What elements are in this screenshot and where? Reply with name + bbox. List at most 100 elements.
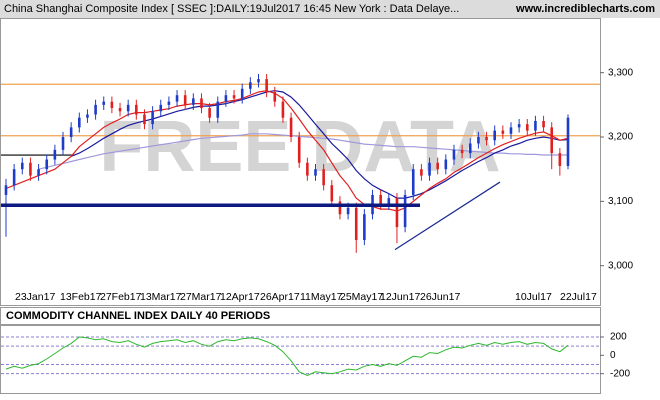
candle-body [501, 130, 505, 134]
candle-body [566, 117, 570, 166]
candle-body [224, 95, 228, 102]
candle-body [289, 117, 293, 138]
candle-body [485, 137, 488, 141]
x-tick-label: 13Mar17 [140, 291, 182, 303]
candle-body [403, 194, 407, 228]
y-tick-label: -200 [610, 368, 630, 379]
x-tick-label: 12Jun17 [380, 291, 420, 303]
x-tick-label: 26Jun17 [420, 291, 460, 303]
moving-average [70, 90, 569, 199]
candle-body [118, 108, 122, 112]
x-tick-label: 13Feb17 [60, 291, 102, 303]
candle-body [338, 201, 342, 215]
y-tick-label: 200 [610, 332, 627, 343]
candle-body [477, 137, 480, 144]
candle-body [509, 127, 513, 134]
candle-body [297, 137, 301, 163]
candle-body [493, 130, 496, 141]
candle-body [525, 124, 529, 131]
x-tick-label: 23Jan17 [15, 291, 55, 303]
candle-body [542, 120, 545, 128]
candle-body [78, 117, 81, 128]
candle-body [126, 104, 130, 112]
candle-body [257, 79, 260, 83]
trend-line [394, 181, 501, 251]
candle-body [265, 79, 268, 92]
candle-body [45, 159, 49, 170]
candle-body [20, 162, 24, 170]
candle-body [387, 198, 391, 205]
x-tick-label: 10Jul17 [515, 291, 552, 303]
candle-body [452, 149, 456, 160]
cci-header [0, 307, 601, 325]
candle-body [208, 108, 211, 118]
candle-body [151, 111, 154, 125]
y-tick-label: 3,300 [608, 67, 633, 78]
candle-body [110, 101, 114, 109]
candle-body [468, 143, 472, 154]
cci-line [5, 336, 569, 377]
candle-body [94, 104, 97, 115]
y-tick-label: 3,000 [608, 260, 633, 271]
x-tick-label: 22Jul17 [560, 291, 597, 303]
candle-body [558, 153, 562, 166]
header-bar [0, 0, 660, 18]
candle-body [200, 98, 203, 109]
cci-panel [0, 325, 601, 394]
moving-average [38, 133, 568, 170]
candle-body [322, 169, 325, 186]
candle-body [436, 162, 439, 170]
candle-body [192, 98, 195, 105]
candle-body [428, 162, 431, 176]
candle-body [379, 194, 382, 205]
candle-body [420, 169, 423, 176]
candle-body [354, 207, 358, 240]
candle-body [69, 127, 73, 138]
candle-body [135, 104, 138, 115]
candle-body [363, 214, 366, 240]
cci-title: COMMODITY CHANNEL INDEX DAILY 40 PERIODS [6, 310, 270, 322]
candle-body [37, 169, 40, 176]
candle-body [281, 101, 285, 118]
x-tick-label: 11May17 [300, 291, 343, 303]
candle-body [330, 185, 334, 202]
site-name: www.incrediblecharts.com [515, 3, 655, 15]
y-tick-label: 3,100 [608, 196, 633, 207]
y-tick-label: 3,200 [608, 132, 633, 143]
x-tick-label: 12Apr17 [220, 291, 260, 303]
x-tick-label: 27Mar17 [180, 291, 222, 303]
candle-body [534, 120, 537, 131]
candle-body [61, 137, 65, 150]
moving-average [5, 90, 569, 212]
candle-body [159, 104, 163, 112]
y-tick-label: 0 [610, 350, 616, 361]
candle-body [102, 101, 106, 105]
x-tick-label: 25May17 [340, 291, 383, 303]
chart-title: China Shanghai Composite Index [ SSEC ]:… [4, 3, 459, 15]
candle-body [249, 82, 252, 89]
candle-body [167, 101, 171, 105]
candle-body [183, 95, 187, 105]
candle-body [175, 95, 179, 102]
candle-body [240, 88, 244, 99]
candle-body [517, 124, 521, 128]
candle-body [53, 149, 57, 160]
candle-body [86, 114, 89, 118]
candle-body [143, 114, 146, 125]
candle-body [273, 91, 277, 102]
candle-body [550, 127, 554, 154]
candle-body [29, 162, 32, 176]
x-tick-label: 27Feb17 [100, 291, 142, 303]
candle-body [216, 101, 220, 118]
candle-body [395, 198, 399, 228]
candle-body [4, 185, 8, 195]
candle-body [232, 95, 236, 99]
candle-body [444, 159, 448, 170]
candle-body [306, 162, 309, 176]
candle-body [12, 169, 16, 186]
candle-body [411, 169, 415, 195]
x-tick-label: 26Apr17 [260, 291, 300, 303]
candle-body [460, 149, 464, 154]
candle-body [314, 169, 317, 176]
